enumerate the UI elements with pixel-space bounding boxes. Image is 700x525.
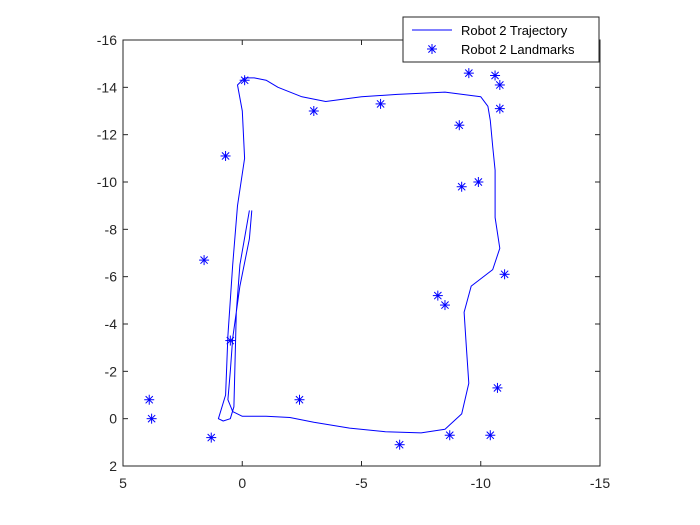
landmark-marker	[239, 75, 250, 86]
landmark-marker	[473, 177, 484, 187]
x-tick-label: -10	[471, 475, 491, 491]
plot-area	[122, 39, 601, 467]
landmark-marker	[494, 79, 505, 90]
y-tick-label: -16	[97, 32, 117, 48]
landmark-marker	[432, 290, 443, 301]
landmark-marker	[394, 439, 405, 450]
x-tick-label: 5	[119, 475, 127, 491]
legend: Robot 2 Trajectory Robot 2 Landmarks	[402, 16, 600, 63]
legend-asterisk	[427, 44, 437, 54]
landmark-marker	[456, 181, 467, 192]
y-tick-label: -10	[97, 174, 117, 190]
landmark-marker	[294, 394, 305, 405]
landmark-marker	[485, 430, 496, 441]
legend-trajectory-label: Robot 2 Trajectory	[461, 23, 568, 38]
landmark-marker	[454, 120, 465, 131]
y-tick-label: -8	[105, 221, 118, 237]
axis-ticks: 5 0 -5 -10 -15 -16 -14 -12 -10 -8 -6 -4 -2 0 2	[97, 32, 611, 491]
landmark-marker	[494, 103, 505, 114]
landmark-marker	[308, 106, 319, 116]
y-tick-label: 0	[109, 411, 117, 427]
series-layer	[144, 68, 510, 450]
landmark-marker	[463, 68, 474, 79]
x-tick-label: -5	[355, 475, 368, 491]
y-tick-label: -4	[105, 316, 118, 332]
landmark-marker	[144, 394, 155, 405]
legend-landmarks-label: Robot 2 Landmarks	[461, 42, 575, 57]
landmark-marker	[439, 300, 450, 311]
landmark-marker	[444, 430, 455, 441]
landmark-marker	[225, 335, 236, 346]
trajectory-line	[217, 77, 501, 434]
landmark-marker	[206, 432, 217, 443]
legend-box	[402, 16, 600, 63]
landmark-marker	[490, 70, 501, 81]
y-tick-label: -14	[97, 79, 117, 95]
landmark-marker	[220, 150, 231, 161]
y-tick-label: -2	[105, 363, 118, 379]
y-tick-label: -6	[105, 269, 118, 285]
y-tick-label: -12	[97, 127, 117, 143]
landmark-marker	[492, 382, 503, 393]
y-tick-label: 2	[109, 458, 117, 474]
x-tick-label: 0	[238, 475, 246, 491]
landmark-marker	[146, 413, 157, 424]
landmark-marker	[199, 255, 210, 266]
legend-landmark-swatch	[427, 44, 437, 54]
landmark-marker	[499, 269, 510, 280]
landmark-marker	[375, 98, 386, 109]
x-tick-label: -15	[590, 475, 610, 491]
